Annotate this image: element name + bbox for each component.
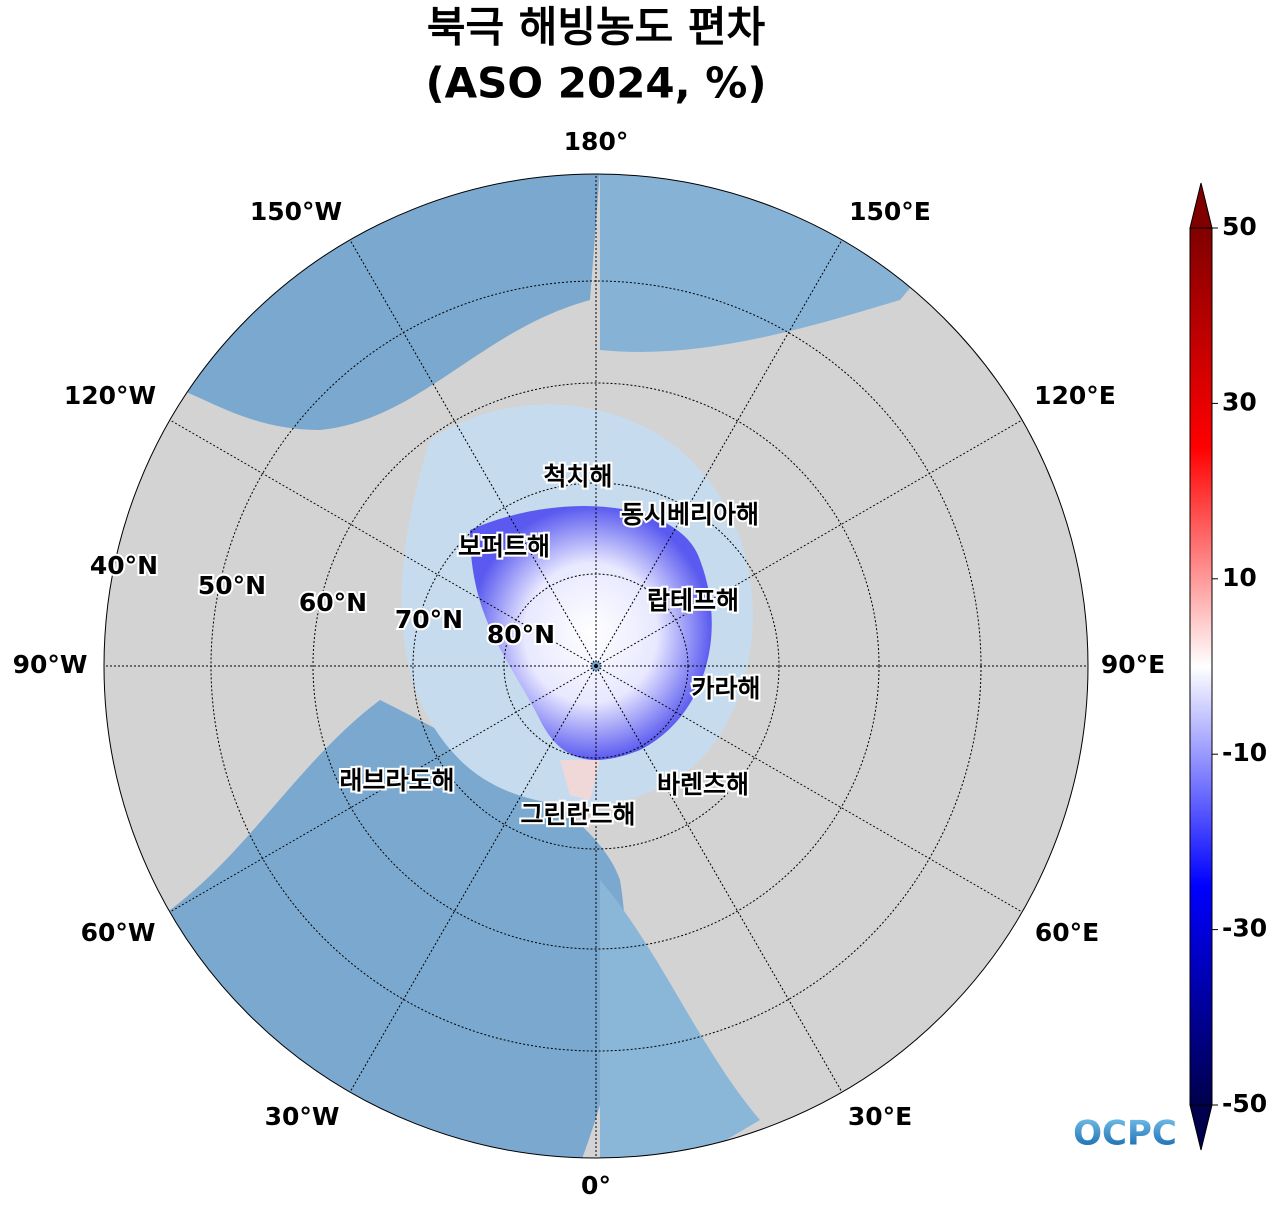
meridian <box>595 239 843 667</box>
map-body <box>104 174 1088 1158</box>
sea-label: 바렌츠해 <box>657 770 749 799</box>
colorbar-extend-min <box>1189 1104 1213 1151</box>
colorbar-tick-label: -30 <box>1222 914 1267 943</box>
longitude-label: 90°W <box>13 650 88 679</box>
longitude-label: 120°E <box>1034 381 1116 410</box>
longitude-label: 0° <box>581 1171 611 1200</box>
longitude-label: 90°E <box>1101 650 1165 679</box>
colorbar-tick-label: 50 <box>1222 212 1257 241</box>
longitude-label: 180° <box>564 127 629 156</box>
longitude-label: 120°W <box>64 381 156 410</box>
longitude-label: 30°E <box>848 1102 912 1131</box>
title-line: 북극 해빙농도 편차 <box>427 3 766 52</box>
logo: OCPC <box>1073 1114 1177 1154</box>
latitude-label: 80°N <box>487 620 555 649</box>
meridian <box>349 665 597 1093</box>
sea-label: 보퍼트해 <box>458 532 550 561</box>
sea-label: 동시베리아해 <box>621 500 759 529</box>
longitude-label: 60°E <box>1035 918 1099 947</box>
meridian <box>595 419 1023 667</box>
longitude-label: 60°W <box>81 918 156 947</box>
map-border <box>103 173 1089 1159</box>
graticule <box>104 174 1088 1158</box>
colorbar-extend-max <box>1189 182 1213 229</box>
longitude-label: 30°W <box>265 1102 340 1131</box>
sea-label: 래브라도해 <box>339 766 454 795</box>
sea-label: 그린란드해 <box>520 800 635 829</box>
meridian <box>169 419 597 667</box>
latitude-label: 40°N <box>90 551 158 580</box>
colorbar-tick-label: -10 <box>1222 738 1267 767</box>
colorbar-tick-label: 30 <box>1222 387 1257 416</box>
meridian <box>169 665 597 913</box>
colorbar-tick-label: -50 <box>1222 1089 1267 1118</box>
latitude-label: 50°N <box>198 571 266 600</box>
colorbar-tick-label: 10 <box>1222 563 1257 592</box>
longitude-label: 150°E <box>849 197 931 226</box>
colorbar <box>1189 227 1213 1106</box>
longitude-label: 150°W <box>250 197 342 226</box>
sea-label: 척치해 <box>543 462 612 491</box>
sea-label: 카라해 <box>691 674 760 703</box>
title-line: (ASO 2024, %) <box>425 59 766 108</box>
meridian <box>349 239 597 667</box>
latitude-label: 60°N <box>299 588 367 617</box>
sea-label: 랍테프해 <box>647 586 739 615</box>
meridian <box>595 665 843 1093</box>
latitude-circle <box>312 382 880 950</box>
meridian <box>595 665 1023 913</box>
latitude-circle <box>412 482 780 850</box>
latitude-label: 70°N <box>395 605 463 634</box>
